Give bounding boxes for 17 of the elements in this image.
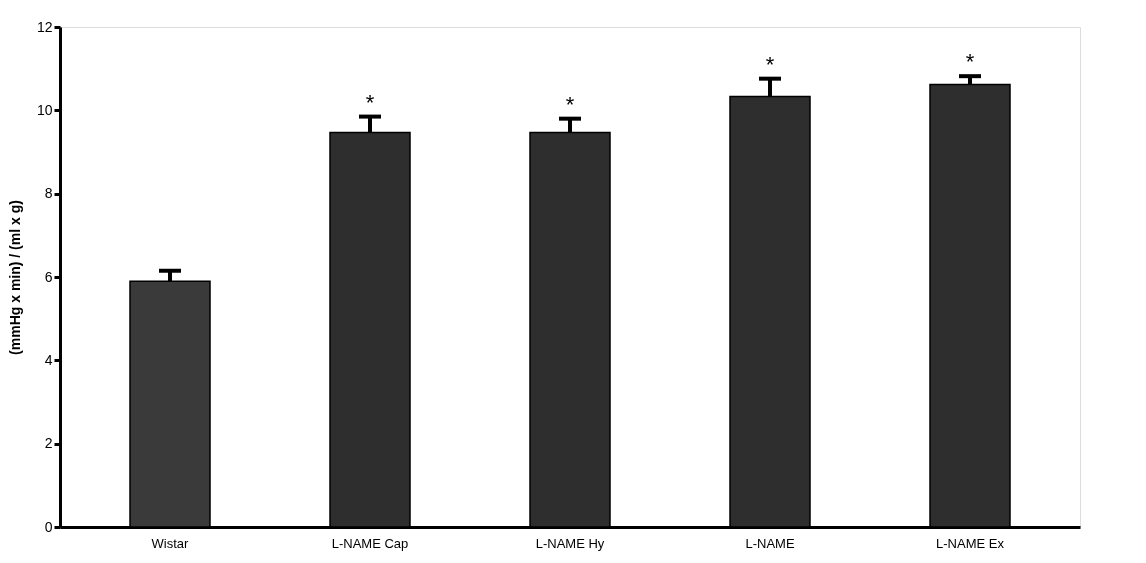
x-tick-label: L-NAME xyxy=(745,535,795,551)
x-tick-label: L-NAME Cap xyxy=(331,535,409,551)
annotation: * xyxy=(365,89,375,115)
annotation: * xyxy=(765,51,775,77)
y-tick-label: 10 xyxy=(36,101,53,118)
y-tick-label: 6 xyxy=(44,268,53,285)
y-tick-label: 2 xyxy=(44,435,53,452)
annotation: * xyxy=(565,91,575,117)
y-tick-label: 12 xyxy=(36,18,53,35)
x-tick-label: L-NAME Hy xyxy=(535,535,605,551)
annotation: * xyxy=(965,49,975,75)
y-tick-label: 0 xyxy=(44,518,53,535)
y-tick-label: 8 xyxy=(44,185,53,202)
x-tick-label: L-NAME Ex xyxy=(936,535,1005,551)
x-tick-label: Wistar xyxy=(151,535,190,551)
y-axis-title: (mmHg x min) / (ml x g) xyxy=(6,200,23,355)
y-tick-label: 4 xyxy=(44,351,53,368)
